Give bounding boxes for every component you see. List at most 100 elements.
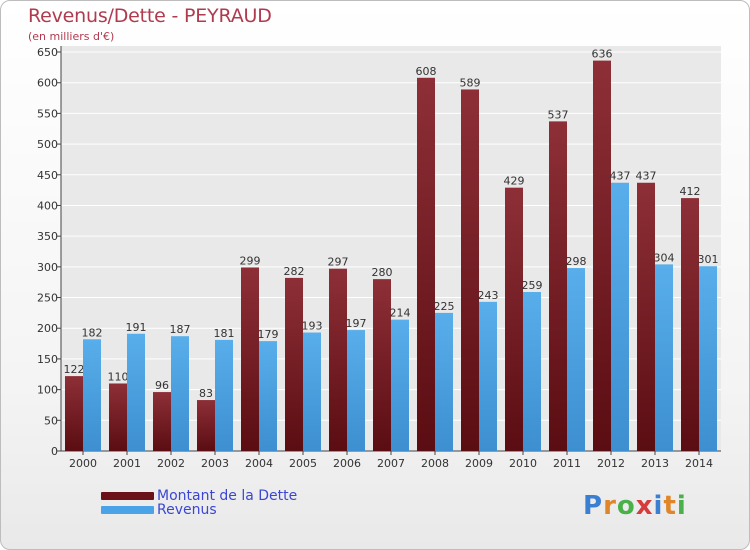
chart-subtitle: (en milliers d'€) (28, 30, 115, 43)
data-label-dette-2006: 297 (328, 256, 349, 269)
bar-revenus-2001 (127, 333, 145, 451)
data-label-dette-2001: 110 (108, 370, 129, 383)
bar-revenus-2008 (435, 312, 453, 451)
bar-dette-2012 (593, 60, 611, 452)
x-tick-label-2005: 2005 (289, 457, 317, 470)
y-tick-label-450: 450 (37, 169, 58, 182)
y-tick-label-650: 650 (37, 46, 58, 59)
y-tick-label-250: 250 (37, 292, 58, 305)
x-tick-label-2012: 2012 (597, 457, 625, 470)
proxiti-logo: Proxiti (583, 491, 687, 521)
y-tick-label-500: 500 (37, 138, 58, 151)
data-label-dette-2010: 429 (504, 175, 525, 188)
data-label-dette-2002: 96 (155, 379, 169, 392)
data-label-revenus-2013: 304 (654, 251, 675, 264)
bar-dette-2014 (681, 198, 699, 451)
logo-letter: t (663, 491, 677, 521)
bar-revenus-2014 (699, 266, 717, 451)
y-tick-label-200: 200 (37, 322, 58, 335)
x-tick-label-2011: 2011 (553, 457, 581, 470)
legend-swatch-revenus (101, 506, 154, 514)
bar-revenus-2011 (567, 268, 585, 451)
x-tick-label-2013: 2013 (641, 457, 669, 470)
data-label-dette-2014: 412 (680, 185, 701, 198)
bar-revenus-2004 (259, 341, 277, 451)
bar-dette-2007 (373, 279, 391, 451)
logo-letter: P (583, 491, 604, 521)
bar-dette-2010 (505, 187, 523, 451)
data-label-dette-2008: 608 (416, 65, 437, 78)
bar-revenus-2002 (171, 336, 189, 451)
data-label-dette-2011: 537 (548, 108, 569, 121)
logo-letter: x (635, 491, 654, 521)
y-tick-label-50: 50 (44, 414, 58, 427)
logo-letter: i (676, 491, 687, 521)
x-tick-label-2006: 2006 (333, 457, 361, 470)
x-tick-label-2007: 2007 (377, 457, 405, 470)
x-tick-label-2014: 2014 (685, 457, 713, 470)
logo-letter: i (653, 491, 664, 521)
data-label-revenus-2004: 179 (258, 328, 279, 341)
bar-revenus-2007 (391, 319, 409, 451)
bar-revenus-2009 (479, 301, 497, 451)
data-label-dette-2000: 122 (64, 363, 85, 376)
data-label-revenus-2010: 259 (522, 279, 543, 292)
data-label-revenus-2003: 181 (214, 327, 235, 340)
y-tick-label-550: 550 (37, 107, 58, 120)
legend-label-dette: Montant de la Dette (157, 488, 298, 504)
data-label-dette-2013: 437 (636, 170, 657, 183)
data-label-dette-2009: 589 (460, 76, 481, 89)
bar-revenus-2012 (611, 182, 629, 451)
bar-revenus-2005 (303, 332, 321, 451)
bar-dette-2004 (241, 267, 259, 451)
bar-dette-2009 (461, 89, 479, 452)
bar-dette-2013 (637, 182, 655, 451)
y-tick-label-350: 350 (37, 230, 58, 243)
bar-revenus-2000 (83, 339, 101, 451)
bar-dette-2006 (329, 268, 347, 451)
legend-item-revenus: Revenus (101, 502, 217, 518)
x-tick-label-2008: 2008 (421, 457, 449, 470)
data-label-dette-2012: 636 (592, 48, 613, 61)
data-label-revenus-2005: 193 (302, 320, 323, 333)
data-label-revenus-2001: 191 (126, 321, 147, 334)
data-label-revenus-2012: 437 (610, 170, 631, 183)
legend-swatch-dette (101, 492, 154, 500)
data-label-dette-2003: 83 (199, 387, 213, 400)
data-label-revenus-2011: 298 (566, 255, 587, 268)
x-tick-label-2009: 2009 (465, 457, 493, 470)
y-tick-label-400: 400 (37, 199, 58, 212)
logo-letter: o (616, 491, 636, 521)
data-label-revenus-2006: 197 (346, 317, 367, 330)
x-tick-label-2004: 2004 (245, 457, 273, 470)
data-label-dette-2004: 299 (240, 254, 261, 267)
data-label-revenus-2002: 187 (170, 323, 191, 336)
data-label-dette-2007: 280 (372, 266, 393, 279)
bar-dette-2008 (417, 77, 435, 451)
bar-dette-2000 (65, 376, 83, 451)
x-tick-label-2003: 2003 (201, 457, 229, 470)
legend-item-dette: Montant de la Dette (101, 488, 297, 504)
logo-letter: r (603, 491, 617, 521)
chart-title: Revenus/Dette - PEYRAUD (28, 5, 272, 27)
data-label-dette-2005: 282 (284, 265, 305, 278)
x-tick-label-2001: 2001 (113, 457, 141, 470)
x-tick-label-2000: 2000 (69, 457, 97, 470)
data-label-revenus-2000: 182 (82, 326, 103, 339)
y-tick-label-100: 100 (37, 384, 58, 397)
data-label-revenus-2014: 301 (698, 253, 719, 266)
bar-dette-2005 (285, 277, 303, 451)
bar-revenus-2006 (347, 330, 365, 451)
y-tick-label-300: 300 (37, 261, 58, 274)
bar-dette-2011 (549, 121, 567, 451)
y-tick-label-0: 0 (51, 445, 58, 458)
data-label-revenus-2007: 214 (390, 307, 411, 320)
x-tick-label-2002: 2002 (157, 457, 185, 470)
legend-label-revenus: Revenus (157, 502, 217, 518)
x-tick-label-2010: 2010 (509, 457, 537, 470)
bar-revenus-2013 (655, 264, 673, 451)
bar-dette-2002 (153, 392, 171, 451)
bar-revenus-2003 (215, 339, 233, 451)
